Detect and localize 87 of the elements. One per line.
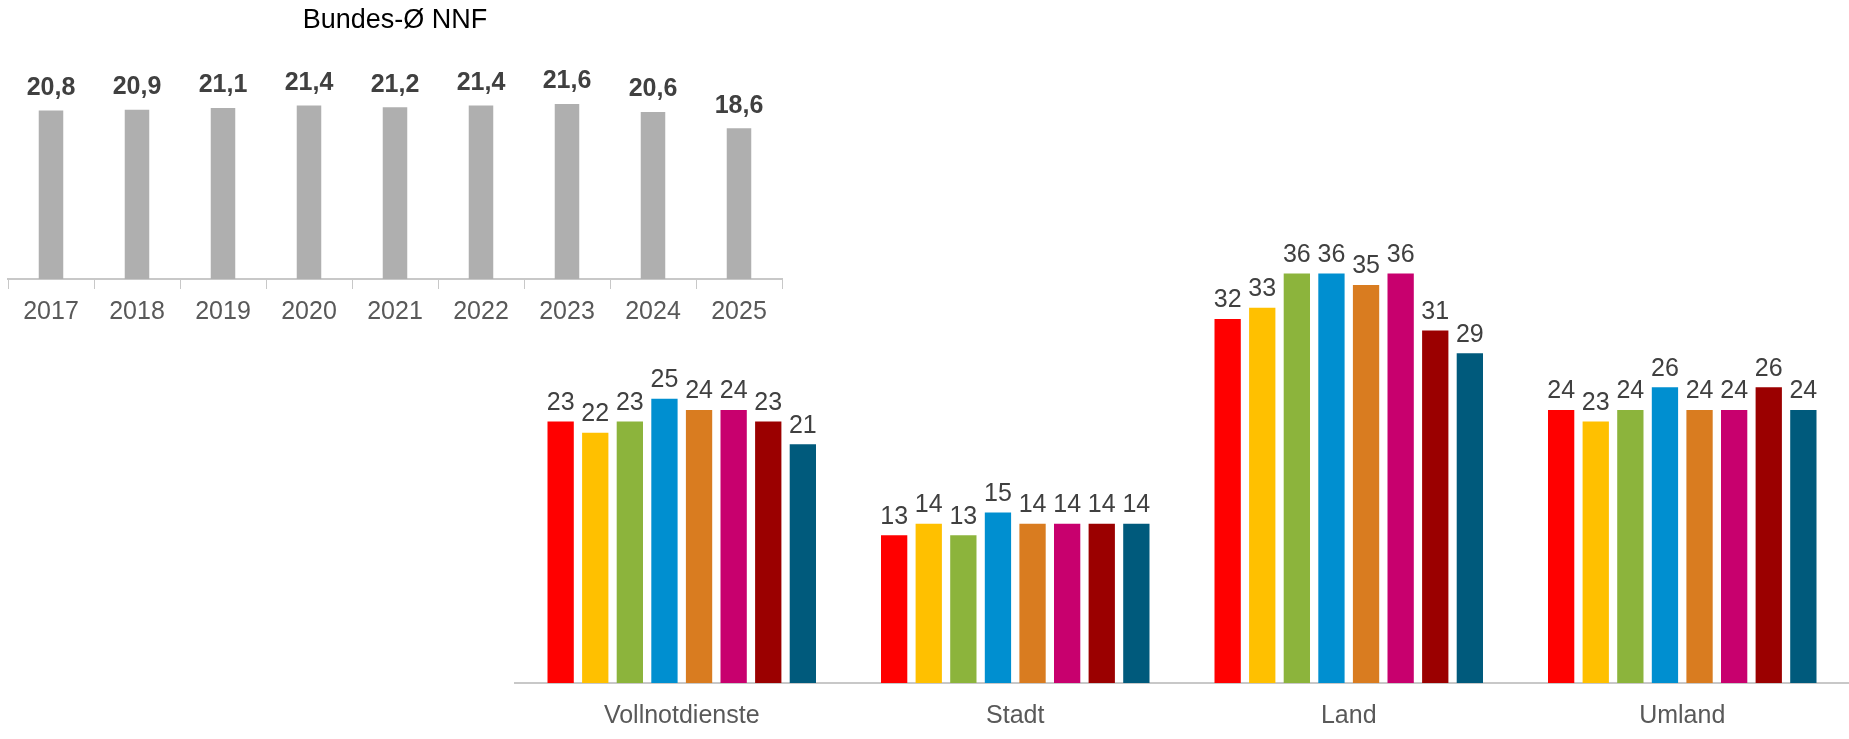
data-label: 24: [1720, 375, 1749, 404]
bar: [1456, 353, 1483, 683]
x-tick-label: 2020: [281, 295, 337, 324]
bar: [1249, 307, 1276, 683]
x-tick-label: 2023: [539, 295, 595, 324]
data-label: 14: [1087, 489, 1116, 518]
data-label: 15: [984, 477, 1012, 506]
bar: [1019, 523, 1046, 683]
data-label: 32: [1213, 284, 1242, 313]
data-label: 20,6: [628, 73, 678, 102]
data-label: 24: [1685, 375, 1714, 404]
data-label: 20,8: [26, 71, 76, 100]
data-label: 24: [685, 375, 714, 404]
bar: [1582, 421, 1609, 683]
data-label: 24: [1616, 375, 1645, 404]
bar: [1617, 410, 1644, 683]
x-tick-label: 2017: [23, 295, 79, 324]
data-label: 25: [650, 364, 679, 393]
bar: [1548, 410, 1575, 683]
data-label: 36: [1386, 238, 1415, 267]
x-tick-label: 2019: [195, 295, 251, 324]
bar: [1651, 387, 1679, 683]
x-tick-label: 2025: [711, 295, 767, 324]
bar: [1214, 319, 1241, 683]
data-label: 23: [615, 386, 644, 415]
x-tick-label: Vollnotdienste: [603, 699, 760, 728]
bar: [685, 410, 713, 683]
data-label: 31: [1421, 295, 1450, 324]
data-label: 20,9: [112, 71, 162, 100]
bar: [950, 535, 977, 683]
data-label: 24: [1789, 375, 1818, 404]
bar: [1721, 410, 1748, 683]
data-label: 14: [914, 489, 943, 518]
bar: [881, 535, 908, 683]
data-label: 24: [719, 375, 748, 404]
bar: [984, 512, 1012, 683]
x-tick-label: 2021: [367, 295, 423, 324]
data-label: 21,4: [284, 66, 334, 95]
data-label: 13: [949, 500, 978, 529]
data-label: 29: [1455, 318, 1484, 347]
bar: [1054, 523, 1081, 683]
bar: [720, 410, 747, 683]
x-tick-label: Stadt: [986, 699, 1045, 728]
data-label: 14: [1053, 489, 1082, 518]
chart-title: Bundes-Ø NNF: [302, 3, 488, 34]
data-label: 36: [1282, 238, 1311, 267]
bar: [1790, 410, 1817, 683]
data-label: 23: [546, 386, 575, 415]
data-label: 14: [1122, 489, 1151, 518]
data-label: 18,6: [714, 89, 764, 118]
x-tick-label: Land: [1320, 699, 1377, 728]
bar: [1387, 273, 1414, 683]
x-tick-label: Umland: [1639, 699, 1726, 728]
data-label: 13: [880, 500, 909, 529]
bar: [1686, 410, 1713, 683]
bar: [1088, 523, 1115, 683]
data-label: 24: [1547, 375, 1576, 404]
x-tick-label: 2018: [109, 295, 165, 324]
data-label: 21,2: [370, 68, 420, 97]
bar: [547, 421, 574, 683]
bar: [755, 421, 782, 683]
data-label: 21,6: [542, 65, 592, 94]
bar: [1422, 330, 1449, 683]
bar: [789, 444, 816, 683]
bar: [1123, 523, 1150, 683]
bar: [915, 523, 942, 683]
bar: [1283, 273, 1310, 683]
data-label: 23: [1581, 386, 1610, 415]
bar: [582, 432, 609, 683]
bar: [651, 398, 678, 683]
bar: [1755, 387, 1782, 683]
data-label: 21,1: [198, 69, 248, 98]
data-label: 26: [1754, 352, 1783, 381]
data-label: 21: [788, 409, 817, 438]
x-tick-label: 2022: [453, 295, 509, 324]
data-label: 35: [1352, 250, 1380, 279]
data-label: 36: [1317, 238, 1346, 267]
x-tick-label: 2024: [625, 295, 681, 324]
data-label: 22: [581, 398, 610, 427]
bar: [1318, 273, 1345, 683]
data-label: 14: [1018, 489, 1047, 518]
data-label: 33: [1248, 273, 1277, 302]
bar: [1352, 284, 1380, 683]
data-label: 21,4: [456, 66, 506, 95]
data-label: 26: [1651, 352, 1679, 381]
bar: [616, 421, 643, 683]
data-label: 23: [754, 386, 783, 415]
